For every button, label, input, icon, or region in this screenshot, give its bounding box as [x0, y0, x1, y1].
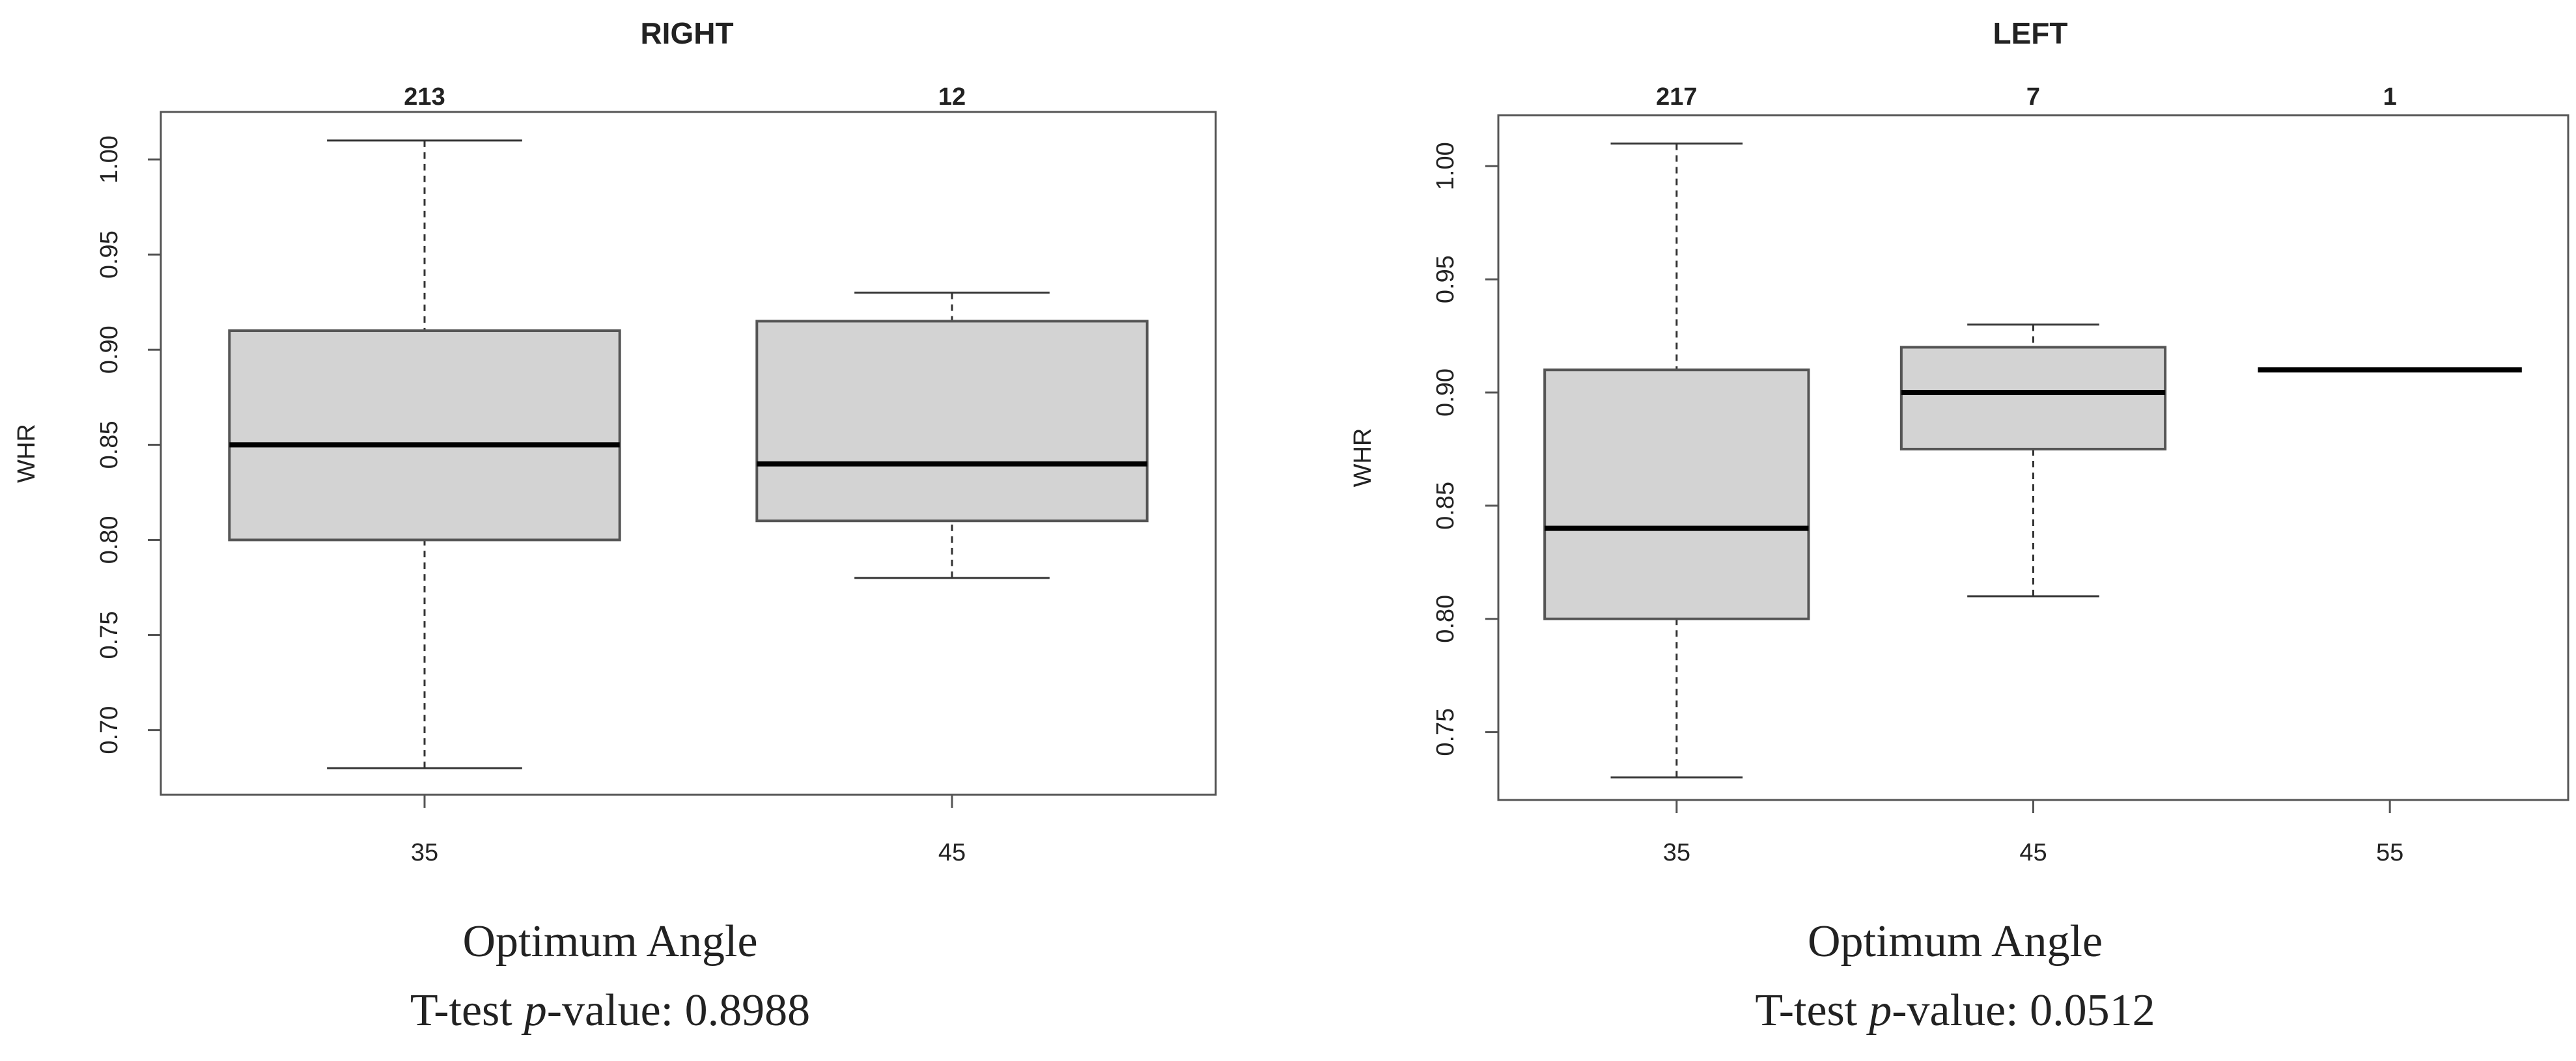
chart-title: LEFT	[1993, 16, 2068, 50]
x-tick-label: 35	[411, 839, 438, 866]
x-tick-label: 35	[1663, 839, 1690, 866]
y-tick-label: 0.95	[1432, 255, 1459, 303]
count-label: 213	[404, 83, 445, 111]
y-tick-label: 1.00	[96, 135, 123, 184]
y-tick-label: 0.90	[96, 325, 123, 374]
chart: RIGHT WHR 0.70 0.75 0.80 0.85 0.90 0.95 1.00 35 21…	[13, 16, 1217, 1036]
y-tick-label: 0.75	[1432, 708, 1459, 756]
count-label: 7	[2026, 83, 2040, 111]
caption-lead: T-test	[410, 985, 512, 1036]
y-tick-label: 0.70	[96, 706, 123, 754]
x-tick-label: 45	[2019, 839, 2047, 866]
box	[1543, 368, 1810, 620]
count-label: 1	[2383, 83, 2397, 111]
x-axis-label: Optimum Angle	[462, 916, 757, 967]
chart-title: RIGHT	[640, 16, 733, 50]
y-tick-label: 0.90	[1432, 368, 1459, 417]
box	[755, 320, 1149, 523]
y-tick-label: 0.95	[96, 230, 123, 279]
y-tick-label: 0.85	[96, 420, 123, 469]
y-tick-label: 0.85	[1432, 482, 1459, 530]
x-tick-label: 55	[2376, 839, 2403, 866]
y-axis-label: WHR	[13, 424, 40, 483]
caption-tail: -value: 0.0512	[1892, 985, 2155, 1036]
count-label: 12	[938, 83, 966, 111]
plot-frame	[160, 111, 1217, 796]
y-tick-label: 0.80	[1432, 595, 1459, 643]
chart: LEFT WHR 0.75 0.80 0.85 0.90 0.95 1.00 35 217 45 7 5…	[1349, 16, 2569, 1036]
y-tick-label: 1.00	[1432, 142, 1459, 190]
y-tick-label: 0.80	[96, 516, 123, 564]
caption-tail: -value: 0.8988	[547, 985, 810, 1036]
caption-italic: p	[1866, 985, 1892, 1036]
caption-lead: T-test	[1755, 985, 1857, 1036]
caption: T-test p-value: 0.8988	[410, 985, 810, 1036]
box	[228, 329, 621, 542]
caption: T-test p-value: 0.0512	[1755, 985, 2155, 1036]
x-tick-label: 45	[938, 839, 966, 866]
y-axis-label: WHR	[1349, 428, 1377, 488]
box	[1899, 346, 2167, 450]
x-axis-label: Optimum Angle	[1808, 916, 2103, 967]
caption-italic: p	[521, 985, 547, 1036]
count-label: 217	[1656, 83, 1697, 111]
y-tick-label: 0.75	[96, 611, 123, 659]
